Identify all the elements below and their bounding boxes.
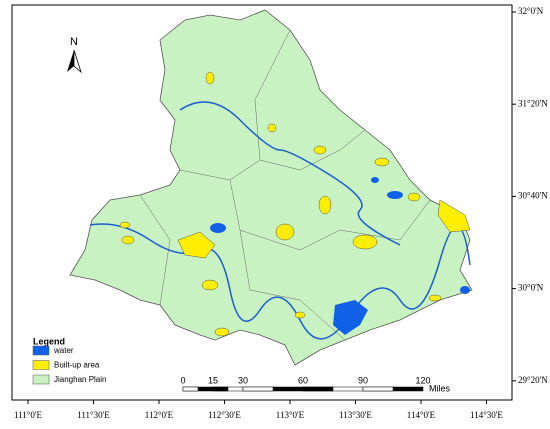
- scale-segment: [302, 386, 334, 392]
- lon-label: 113°0'E: [276, 410, 305, 420]
- lat-label: 29°20'N: [518, 375, 548, 385]
- legend-swatch: [32, 374, 50, 385]
- scale-tick-label: 15: [208, 375, 218, 385]
- lon-label: 114°30'E: [470, 410, 503, 420]
- scale-tick-label: 120: [415, 375, 430, 385]
- north-label: N: [70, 36, 78, 48]
- lon-label: 114°0'E: [407, 410, 436, 420]
- lat-label: 31°20'N: [518, 98, 548, 108]
- built-up-areas: [119, 71, 471, 337]
- legend-box: [27, 334, 164, 394]
- legend-title: Legend: [33, 336, 65, 346]
- scale-tick-label: 60: [298, 375, 308, 385]
- lon-label: 111°30'E: [77, 410, 110, 420]
- scale-tick-label: 0: [180, 375, 185, 385]
- map-graticule-ticks: 111°0'E 111°30'E 112°0'E 112°30'E 113°0'E 113…: [14, 6, 548, 420]
- legend-swatch: [32, 345, 50, 356]
- water-bodies: [210, 177, 470, 335]
- district-borders: [139, 29, 431, 341]
- legend-label: Built-up area: [54, 361, 100, 370]
- lat-label: 30°40'N: [518, 190, 548, 200]
- lon-label: 113°30'E: [339, 410, 372, 420]
- lon-label: 112°0'E: [145, 410, 174, 420]
- rivers: [89, 101, 471, 340]
- lon-label: 111°0'E: [14, 410, 43, 420]
- scale-tick-label: 90: [358, 375, 368, 385]
- scale-segment: [242, 386, 274, 392]
- north-arrow: N: [67, 36, 82, 74]
- legend-label: Jianghan Plain: [54, 375, 106, 384]
- lon-label: 112°30'E: [208, 410, 241, 420]
- lat-label: 32°0'N: [518, 6, 544, 16]
- scale-unit: Miles: [429, 383, 451, 393]
- scale-segment: [362, 386, 394, 392]
- lat-label: 30°0'N: [518, 283, 544, 293]
- scale-segment: [182, 386, 199, 392]
- scale-segment: [212, 386, 229, 392]
- legend-label: water: [53, 346, 74, 355]
- legend-swatch: [32, 360, 50, 370]
- legend: Legend water Built-up area Jianghan Plain: [27, 334, 164, 394]
- scale-tick-label: 30: [238, 375, 248, 385]
- jianghan-plain: [69, 9, 473, 366]
